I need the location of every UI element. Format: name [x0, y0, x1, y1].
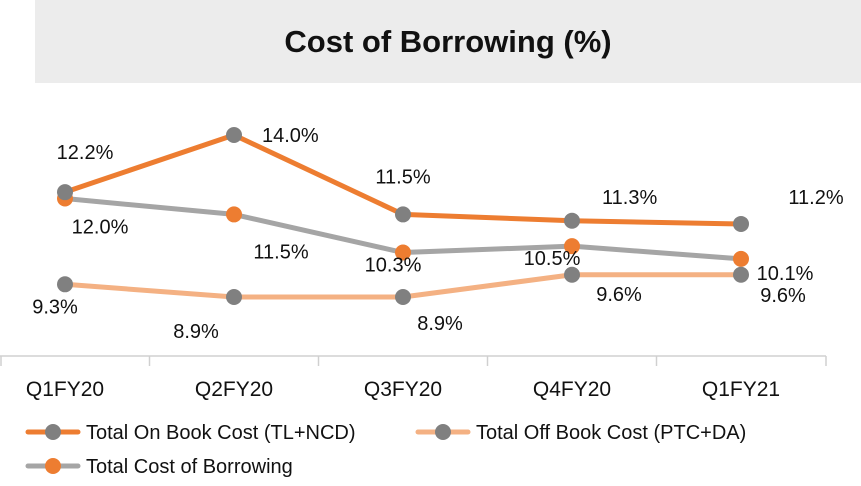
data-label: 14.0%	[262, 125, 319, 147]
data-point-marker	[564, 238, 580, 255]
data-label: 12.2%	[57, 142, 114, 164]
data-label: 11.5%	[375, 166, 430, 188]
x-tick-label: Q1FY20	[26, 378, 104, 401]
data-point-marker	[57, 276, 73, 293]
data-point-marker	[226, 289, 242, 305]
legend-entry-label: Total Cost of Borrowing	[86, 456, 293, 478]
data-label: 11.5%	[253, 241, 308, 263]
data-label: 11.3%	[602, 187, 657, 209]
legend-marker-swatch	[435, 424, 451, 440]
chart-title-band: Cost of Borrowing (%)	[35, 0, 861, 83]
legend-entry-label: Total Off Book Cost (PTC+DA)	[476, 422, 746, 444]
data-label: 12.0%	[72, 217, 129, 239]
data-label: 8.9%	[173, 321, 219, 343]
data-label: 9.3%	[32, 296, 78, 318]
data-point-marker	[395, 289, 411, 305]
data-point-marker	[226, 206, 242, 223]
data-label: 9.6%	[760, 285, 806, 307]
data-point-marker	[733, 266, 749, 283]
data-label: 8.9%	[417, 313, 463, 335]
legend-marker-swatch	[45, 458, 61, 474]
data-point-marker	[395, 206, 411, 223]
data-point-marker	[226, 127, 242, 143]
data-point-marker	[733, 215, 749, 232]
data-point-marker	[395, 244, 411, 261]
data-label: 10.5%	[524, 248, 581, 270]
data-point-marker	[733, 250, 749, 267]
data-label: 11.2%	[788, 187, 843, 209]
legend-marker-swatch	[45, 424, 61, 440]
x-tick-label: Q2FY20	[195, 378, 273, 401]
data-point-marker	[564, 266, 580, 283]
data-label: 10.1%	[757, 263, 814, 285]
data-point-marker	[57, 184, 73, 201]
x-tick-label: Q3FY20	[364, 378, 442, 401]
x-tick-label: Q1FY21	[702, 378, 780, 401]
data-point-marker	[564, 212, 580, 229]
data-label: 9.6%	[596, 284, 642, 306]
legend-entry-label: Total On Book Cost (TL+NCD)	[86, 422, 356, 444]
x-tick-label: Q4FY20	[533, 378, 611, 401]
data-label: 10.3%	[365, 255, 422, 277]
chart-title: Cost of Borrowing (%)	[284, 23, 612, 59]
